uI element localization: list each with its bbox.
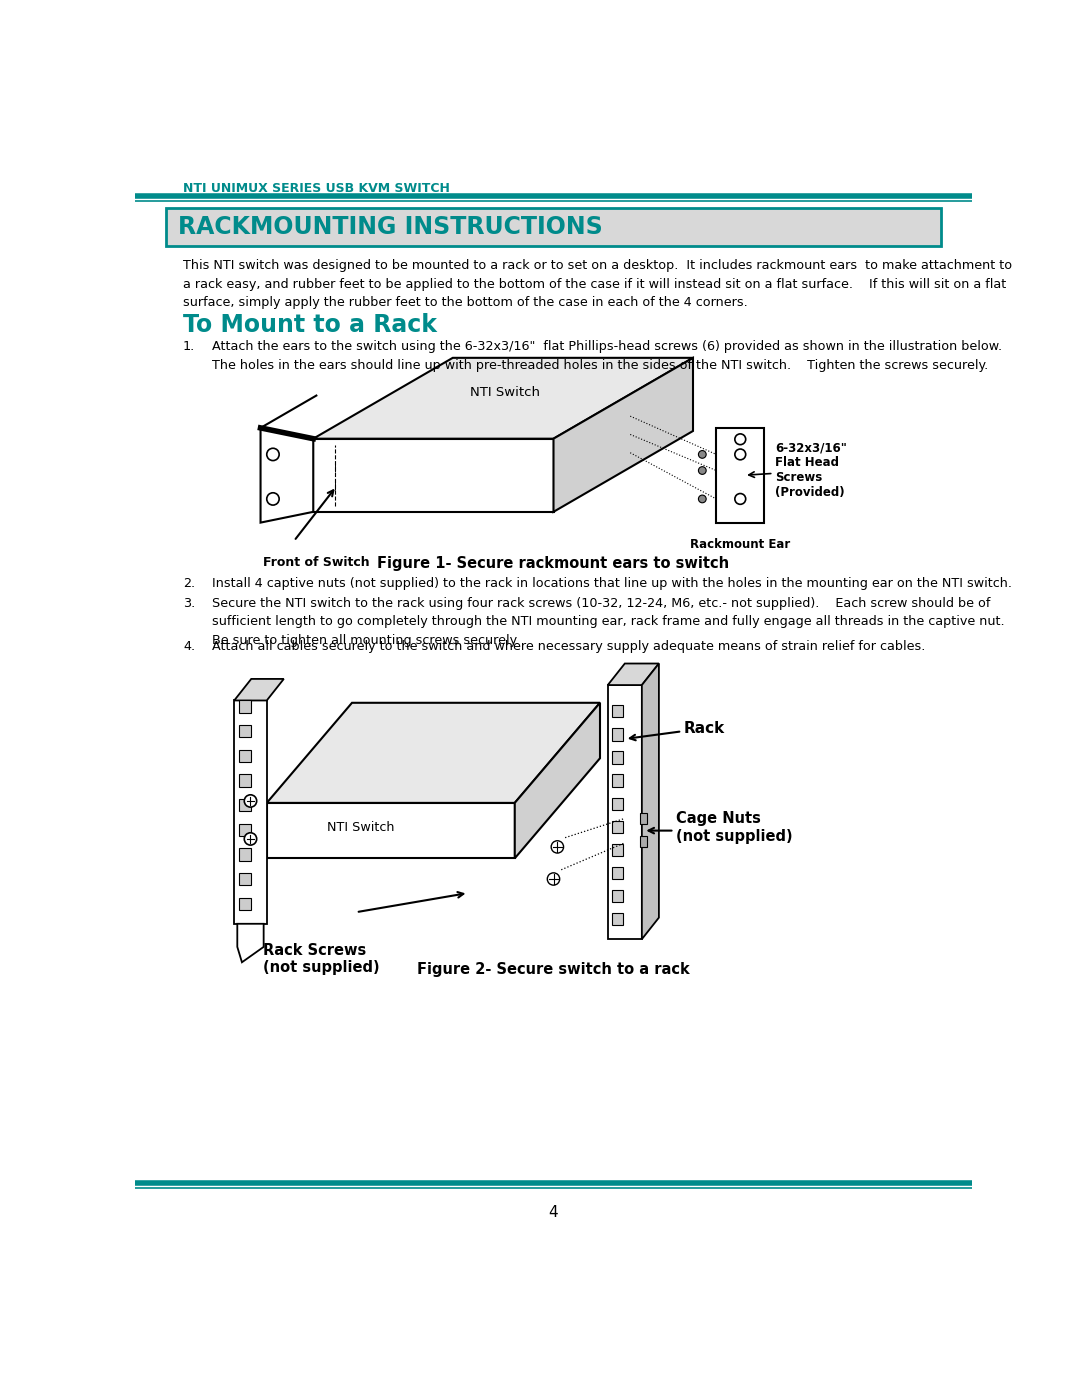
FancyBboxPatch shape: [611, 752, 623, 764]
Circle shape: [734, 448, 745, 460]
Polygon shape: [608, 685, 642, 939]
Text: To Mount to a Rack: To Mount to a Rack: [183, 313, 437, 337]
Text: Install 4 captive nuts (not supplied) to the rack in locations that line up with: Install 4 captive nuts (not supplied) to…: [213, 577, 1013, 590]
Circle shape: [548, 873, 559, 886]
Circle shape: [734, 493, 745, 504]
Text: Attach the ears to the switch using the 6-32x3/16"  flat Phillips-head screws (6: Attach the ears to the switch using the …: [213, 339, 1002, 372]
Text: Rack: Rack: [684, 721, 725, 736]
FancyBboxPatch shape: [611, 705, 623, 718]
Polygon shape: [554, 358, 693, 511]
Polygon shape: [716, 427, 765, 522]
FancyBboxPatch shape: [239, 898, 252, 909]
FancyBboxPatch shape: [239, 700, 252, 712]
FancyBboxPatch shape: [166, 208, 941, 246]
Polygon shape: [267, 703, 600, 803]
Polygon shape: [642, 664, 659, 939]
Polygon shape: [267, 803, 515, 858]
Polygon shape: [608, 664, 659, 685]
FancyBboxPatch shape: [611, 890, 623, 902]
Text: 4.: 4.: [183, 640, 195, 652]
FancyBboxPatch shape: [239, 873, 252, 886]
Polygon shape: [234, 700, 267, 923]
FancyBboxPatch shape: [239, 848, 252, 861]
FancyBboxPatch shape: [239, 824, 252, 835]
FancyBboxPatch shape: [611, 774, 623, 787]
Text: NTI Switch: NTI Switch: [327, 821, 395, 834]
FancyBboxPatch shape: [239, 725, 252, 738]
Text: This NTI switch was designed to be mounted to a rack or to set on a desktop.  It: This NTI switch was designed to be mount…: [183, 260, 1012, 309]
Text: 6-32x3/16"
Flat Head
Screws
(Provided): 6-32x3/16" Flat Head Screws (Provided): [775, 441, 847, 499]
Text: Rack Screws
(not supplied): Rack Screws (not supplied): [262, 943, 379, 975]
FancyBboxPatch shape: [611, 728, 623, 740]
Text: 3.: 3.: [183, 597, 195, 609]
Circle shape: [244, 833, 257, 845]
Polygon shape: [515, 703, 600, 858]
Text: Figure 1- Secure rackmount ears to switch: Figure 1- Secure rackmount ears to switc…: [377, 556, 730, 571]
Text: Rackmount Ear: Rackmount Ear: [690, 538, 791, 550]
Text: Secure the NTI switch to the rack using four rack screws (10-32, 12-24, M6, etc.: Secure the NTI switch to the rack using …: [213, 597, 1005, 647]
FancyBboxPatch shape: [611, 844, 623, 856]
Text: Figure 2- Secure switch to a rack: Figure 2- Secure switch to a rack: [417, 963, 690, 978]
Circle shape: [734, 434, 745, 444]
Circle shape: [267, 493, 279, 506]
FancyBboxPatch shape: [611, 866, 623, 879]
Text: Cage Nuts
(not supplied): Cage Nuts (not supplied): [676, 812, 793, 844]
FancyBboxPatch shape: [239, 750, 252, 763]
Text: Front of Switch: Front of Switch: [262, 556, 369, 570]
Polygon shape: [313, 358, 693, 439]
Circle shape: [699, 467, 706, 475]
FancyBboxPatch shape: [611, 914, 623, 925]
Circle shape: [699, 451, 706, 458]
Text: 2.: 2.: [183, 577, 195, 590]
Text: NTI UNIMUX SERIES USB KVM SWITCH: NTI UNIMUX SERIES USB KVM SWITCH: [183, 182, 450, 196]
FancyBboxPatch shape: [239, 774, 252, 787]
Polygon shape: [313, 439, 554, 511]
FancyBboxPatch shape: [239, 799, 252, 812]
Circle shape: [699, 495, 706, 503]
Text: 1.: 1.: [183, 339, 195, 353]
Text: RACKMOUNTING INSTRUCTIONS: RACKMOUNTING INSTRUCTIONS: [178, 215, 603, 239]
Polygon shape: [234, 679, 284, 700]
Text: 4: 4: [549, 1204, 558, 1220]
Polygon shape: [260, 427, 313, 522]
Text: NTI Switch: NTI Switch: [471, 386, 540, 398]
FancyBboxPatch shape: [639, 837, 647, 847]
Circle shape: [244, 795, 257, 807]
Circle shape: [267, 448, 279, 461]
Circle shape: [551, 841, 564, 854]
Text: Attach all cables securely to the switch and where necessary supply adequate mea: Attach all cables securely to the switch…: [213, 640, 926, 652]
FancyBboxPatch shape: [611, 820, 623, 833]
Polygon shape: [238, 923, 264, 963]
FancyBboxPatch shape: [611, 798, 623, 810]
FancyBboxPatch shape: [639, 813, 647, 824]
